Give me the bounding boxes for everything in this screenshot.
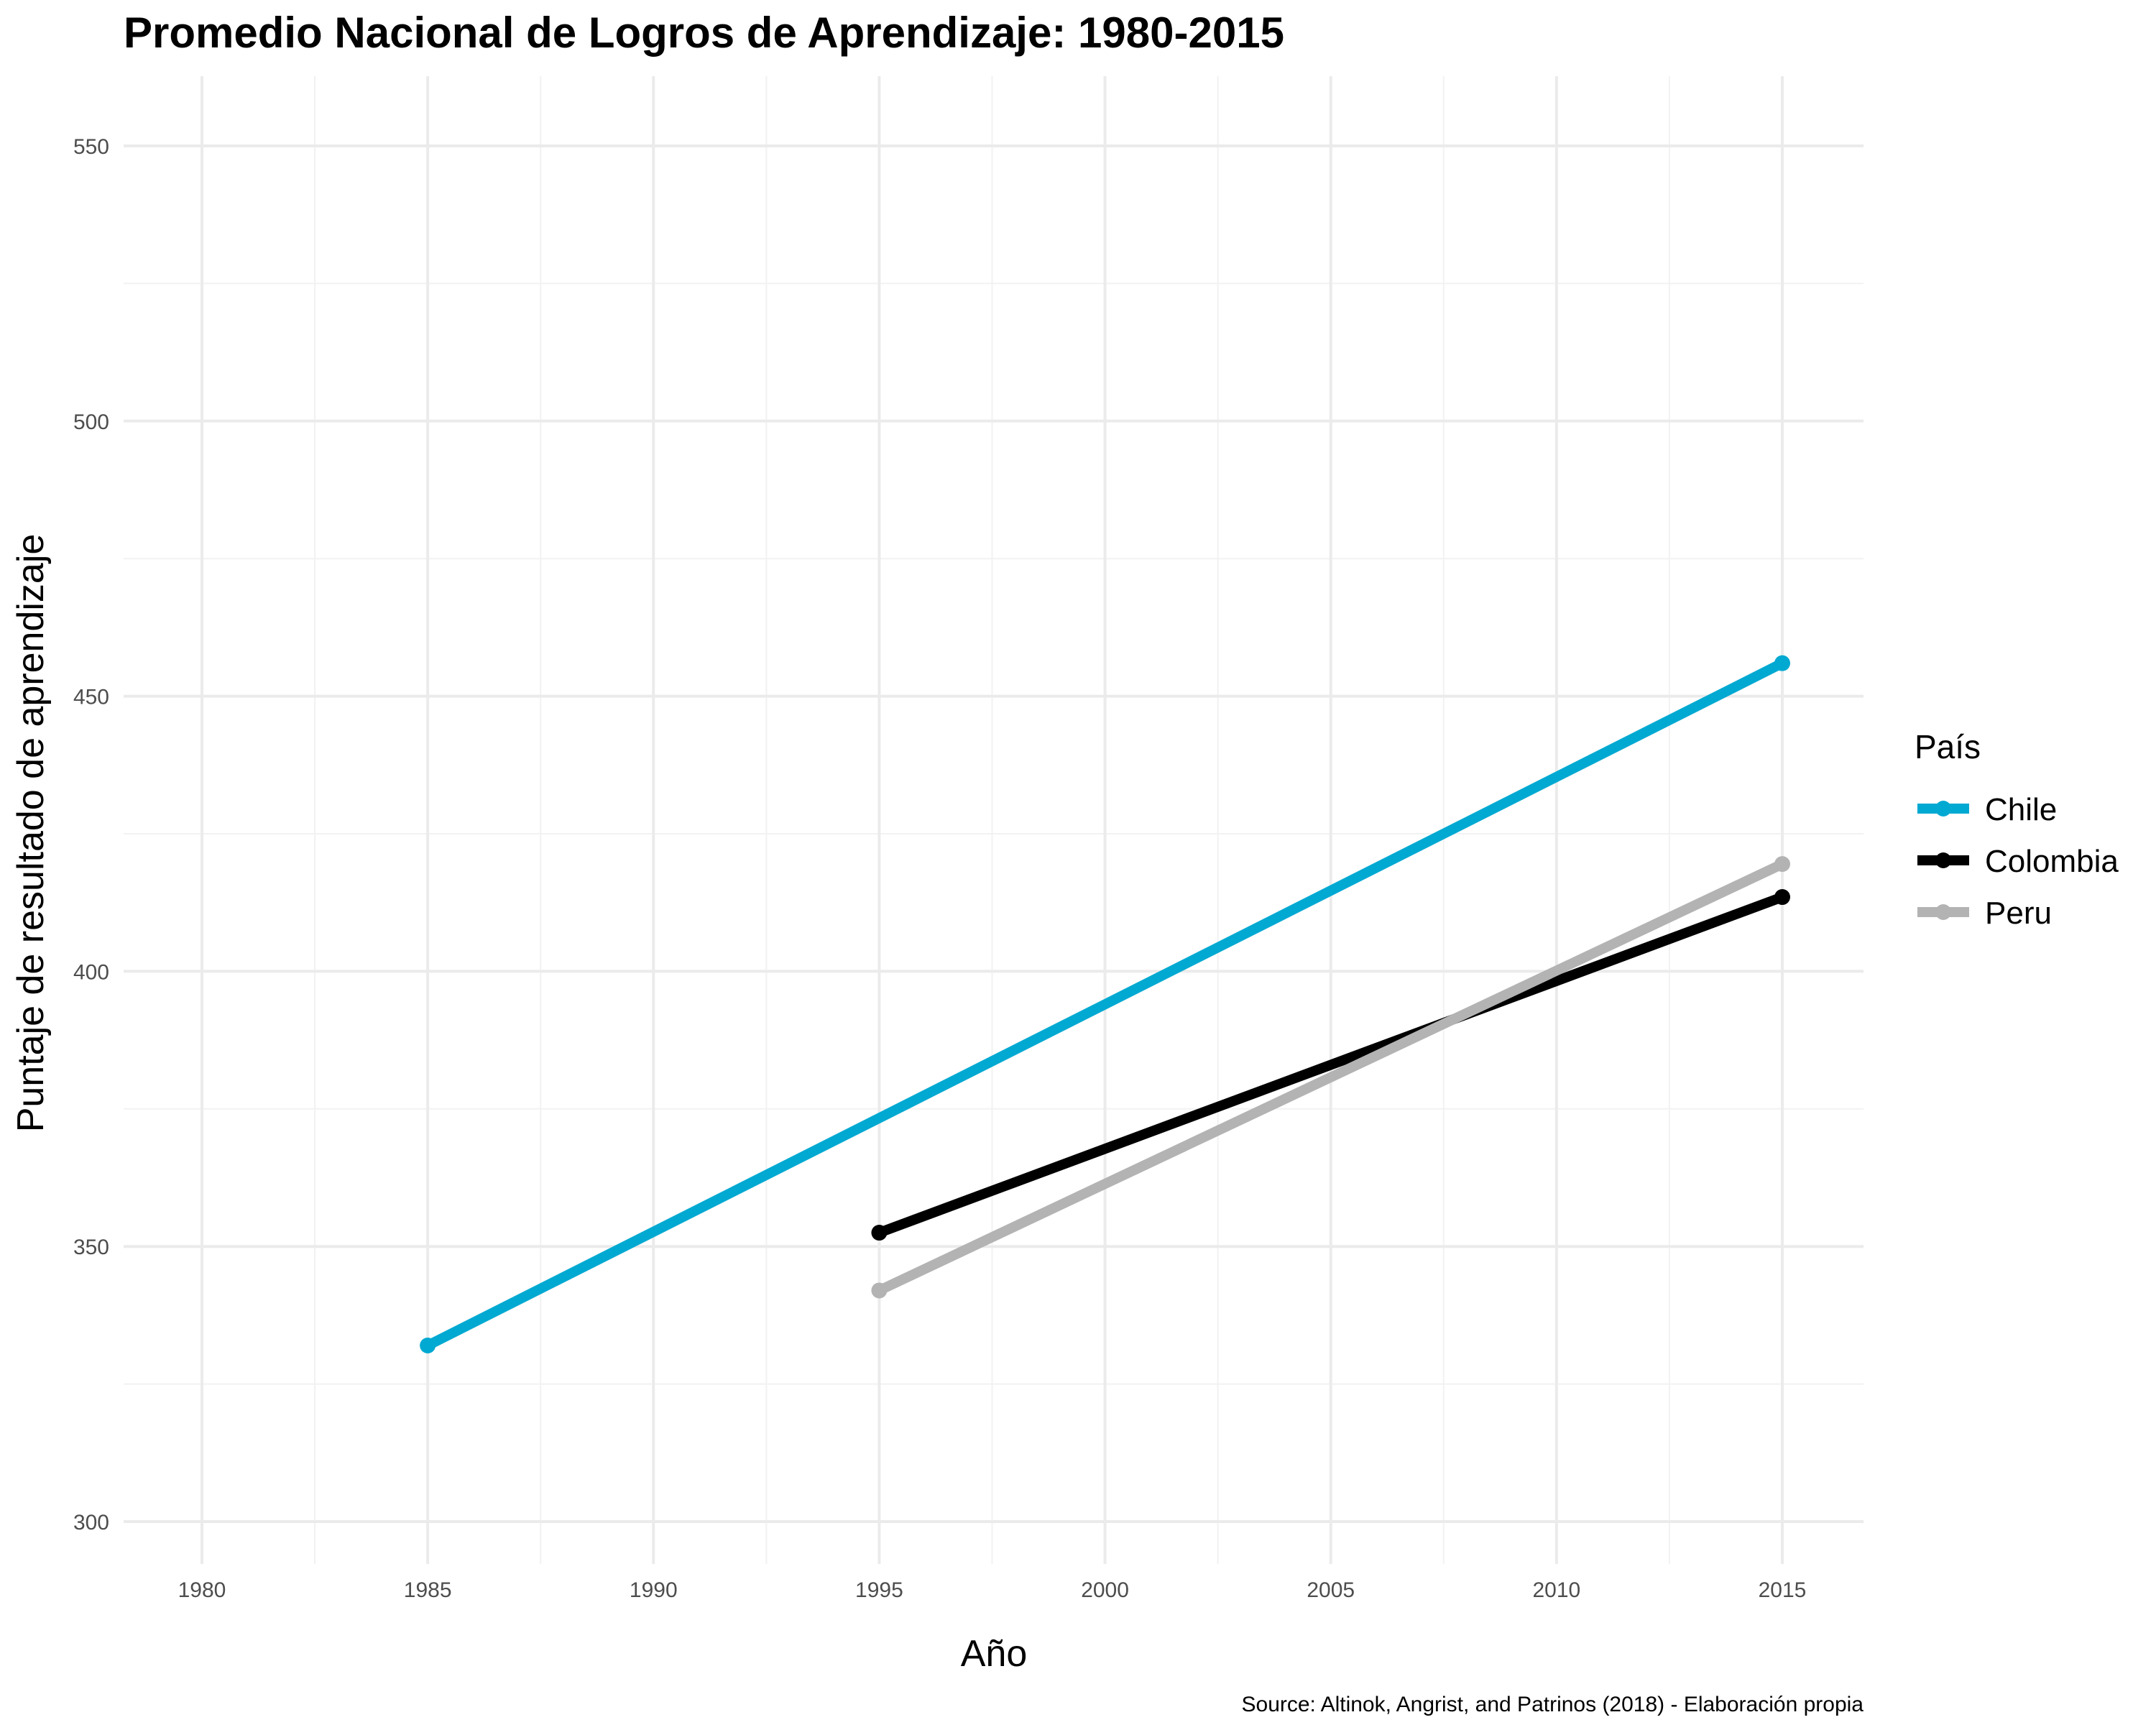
- y-axis-ticks: 300 350 400 450 500 550: [73, 135, 109, 1535]
- y-tick-label: 550: [73, 135, 109, 159]
- x-tick-label: 2010: [1532, 1578, 1580, 1602]
- legend-key-point-chile: [1935, 801, 1951, 816]
- x-tick-label: 1995: [855, 1578, 903, 1602]
- legend: País Chile Colombia Peru: [1915, 728, 2119, 931]
- series-line-chile: [425, 658, 1785, 1351]
- x-tick-label: 2005: [1307, 1578, 1355, 1602]
- data-point-chile: [420, 1338, 436, 1354]
- y-tick-label: 500: [73, 410, 109, 434]
- series-line-peru: [877, 859, 1784, 1295]
- data-point-colombia: [871, 1225, 888, 1241]
- grid: [124, 76, 1864, 1564]
- x-tick-label: 2000: [1081, 1578, 1129, 1602]
- x-tick-label: 1990: [630, 1578, 678, 1602]
- chart-title: Promedio Nacional de Logros de Aprendiza…: [124, 9, 1284, 57]
- y-axis-title: Puntaje de resultado de aprendizaje: [10, 534, 52, 1133]
- data-point-peru: [1774, 856, 1790, 873]
- x-tick-label: 2015: [1759, 1578, 1807, 1602]
- legend-label-chile: Chile: [1985, 792, 2057, 827]
- y-tick-label: 400: [73, 960, 109, 984]
- data-point-colombia: [1774, 889, 1790, 906]
- legend-title: País: [1915, 728, 1981, 765]
- legend-key-point-colombia: [1935, 852, 1951, 868]
- y-tick-label: 300: [73, 1511, 109, 1535]
- x-axis-title: Año: [961, 1633, 1028, 1675]
- x-tick-label: 1980: [178, 1578, 226, 1602]
- x-axis-ticks: 1980 1985 1990 1995 2000 2005 2010 2015: [178, 1578, 1807, 1602]
- y-tick-label: 450: [73, 686, 109, 709]
- data-point-peru: [871, 1282, 888, 1299]
- series-group: [420, 655, 1790, 1354]
- y-tick-label: 350: [73, 1236, 109, 1259]
- series-line-colombia: [877, 892, 1784, 1238]
- legend-label-peru: Peru: [1985, 896, 2052, 931]
- legend-key-point-peru: [1935, 904, 1951, 920]
- x-tick-label: 1985: [404, 1578, 452, 1602]
- legend-label-colombia: Colombia: [1985, 844, 2119, 879]
- source-caption: Source: Altinok, Angrist, and Patrinos (…: [1242, 1693, 1864, 1716]
- data-point-chile: [1774, 655, 1790, 671]
